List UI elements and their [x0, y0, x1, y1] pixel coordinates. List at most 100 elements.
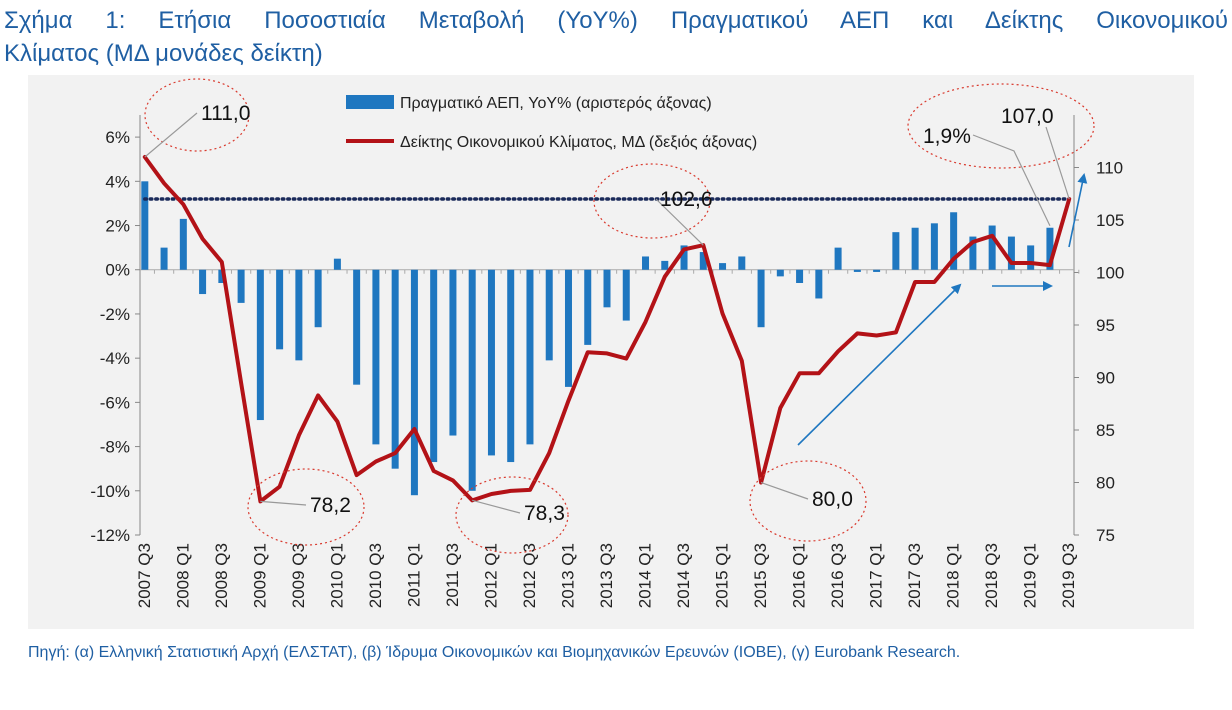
- gdp-bar: [815, 269, 823, 299]
- gdp-bar: [853, 269, 861, 272]
- annotations-group: 111,0 78,2 78,3 102,6 80,0 1,9% 107,0: [144, 78, 1095, 554]
- gdp-bar: [738, 256, 746, 270]
- trend-arrows: [797, 173, 1088, 446]
- chart-title-line2: Κλίματος (ΜΔ μονάδες δείκτη): [4, 40, 323, 67]
- annotation-label: 107,0: [1001, 105, 1054, 128]
- gdp-bar: [950, 212, 958, 270]
- right-axis-tick-label: 75: [1096, 526, 1115, 545]
- left-axis-tick-label: -2%: [100, 305, 130, 324]
- callout-ellipse: [749, 460, 867, 542]
- gdp-bar: [545, 269, 553, 361]
- gdp-bar: [911, 227, 919, 270]
- legend-line-label: Δείκτης Οικονομικού Κλίματος, ΜΔ (δεξιός…: [400, 134, 757, 151]
- combo-chart: -12% -10% -8% -6% -4% -2% 0% 2% 4% 6% 75 80 85 90 95 10…: [90, 78, 1124, 608]
- gdp-bar: [218, 269, 226, 283]
- x-tick-label: 2012 Q3: [520, 543, 539, 608]
- gdp-bar: [160, 247, 168, 270]
- leader-line: [260, 500, 307, 506]
- x-tick-label: 2008 Q3: [212, 543, 231, 608]
- gdp-bar: [1027, 245, 1035, 270]
- x-tick-label: 2015 Q3: [751, 543, 770, 608]
- gdp-bar: [1007, 236, 1015, 270]
- right-axis-tick-label: 80: [1096, 474, 1115, 493]
- x-tick-label: 2016 Q1: [790, 543, 809, 608]
- gdp-bar: [719, 263, 727, 270]
- x-tick-label: 2017 Q3: [905, 543, 924, 608]
- left-axis-tick-label: -12%: [90, 526, 130, 545]
- gdp-bar: [507, 269, 515, 463]
- leader-line: [1045, 126, 1070, 200]
- callout-ellipse: [593, 163, 711, 239]
- gdp-bar: [430, 269, 438, 463]
- chart-area: -12% -10% -8% -6% -4% -2% 0% 2% 4% 6% 75 80 85 90 95 10…: [28, 75, 1194, 629]
- gdp-bar: [276, 269, 284, 350]
- gdp-bar: [622, 269, 630, 321]
- gdp-bar: [295, 269, 303, 361]
- x-tick-label: 2008 Q1: [173, 543, 192, 608]
- gdp-bar: [199, 269, 207, 295]
- x-tick-label: 2014 Q3: [674, 543, 693, 608]
- left-axis-tick-label: -6%: [100, 393, 130, 412]
- gdp-bar: [834, 247, 842, 270]
- x-tick-label: 2009 Q1: [250, 543, 269, 608]
- gdp-bar: [314, 269, 322, 328]
- annotation-label: 78,2: [310, 494, 351, 517]
- source-note: Πηγή: (α) Ελληνική Στατιστική Αρχή (ΕΛΣΤ…: [28, 644, 961, 661]
- gdp-bar: [661, 260, 669, 270]
- annotation-label: 80,0: [812, 488, 853, 511]
- climate-index-line: [142, 155, 1072, 504]
- gdp-bar: [391, 269, 399, 469]
- gdp-bar: [468, 269, 476, 491]
- callout-ellipse: [144, 78, 250, 152]
- uptrend-arrow: [797, 283, 962, 446]
- callout-ellipse-2019: [907, 83, 1095, 169]
- gdp-bar: [680, 245, 688, 270]
- x-tick-label: 2018 Q1: [944, 543, 963, 608]
- right-axis-tick-label: 110: [1096, 159, 1123, 178]
- title-block: Σχήμα 1: Ετήσια Ποσοστιαία Μεταβολή (YoY…: [4, 4, 1228, 70]
- annotation-label: 1,9%: [923, 125, 971, 148]
- gdp-bar: [449, 269, 457, 436]
- gdp-bar: [564, 269, 572, 387]
- leader-line: [655, 198, 704, 246]
- annotation-label: 111,0: [201, 102, 250, 125]
- x-tick-label: 2013 Q1: [558, 543, 577, 608]
- x-tick-label: 2019 Q1: [1021, 543, 1040, 608]
- gdp-bar: [584, 269, 592, 345]
- chart-title: Σχήμα 1: Ετήσια Ποσοστιαία Μεταβολή (YoY…: [4, 4, 1228, 70]
- left-axis-tick-label: -4%: [100, 349, 130, 368]
- right-axis-tick-label: 95: [1096, 316, 1115, 335]
- bar-series: [141, 181, 1054, 496]
- x-tick-label: 2011 Q1: [404, 543, 423, 607]
- gdp-bar: [526, 269, 534, 445]
- annotation-label: 102,6: [660, 188, 713, 211]
- axes-group: -12% -10% -8% -6% -4% -2% 0% 2% 4% 6% 75 80 85 90 95 10…: [90, 115, 1124, 608]
- legend-bar-swatch: [346, 95, 394, 109]
- x-tick-label: 2014 Q1: [636, 543, 655, 608]
- gdp-bar: [603, 269, 611, 308]
- left-axis-tick-label: 6%: [105, 128, 130, 147]
- left-axis-tick-label: 0%: [105, 261, 130, 280]
- leader-line: [144, 112, 198, 158]
- gdp-bar: [988, 225, 996, 270]
- x-tick-label: 2013 Q3: [597, 543, 616, 608]
- x-tick-label: 2019 Q3: [1059, 543, 1078, 608]
- x-tick-label: 2017 Q1: [867, 543, 886, 608]
- x-tick-label: 2010 Q3: [366, 543, 385, 608]
- gdp-bar: [256, 269, 264, 421]
- leader-line: [472, 499, 521, 514]
- left-axis-tick-label: 4%: [105, 172, 130, 191]
- line-series: [142, 155, 1072, 504]
- left-axis-tick-label: -8%: [100, 438, 130, 457]
- gdp-bar: [487, 269, 495, 456]
- annotation-label: 78,3: [524, 502, 565, 525]
- gdp-bar: [179, 218, 187, 270]
- x-tick-label: 2016 Q3: [828, 543, 847, 608]
- jump-arrow: [1068, 173, 1088, 248]
- gdp-bar: [410, 269, 418, 496]
- left-axis-tick-label: -10%: [90, 482, 130, 501]
- gdp-bar: [237, 269, 245, 303]
- right-axis-tick-label: 85: [1096, 421, 1115, 440]
- left-axis-tick-label: 2%: [105, 217, 130, 236]
- x-tick-label: 2015 Q1: [713, 543, 732, 608]
